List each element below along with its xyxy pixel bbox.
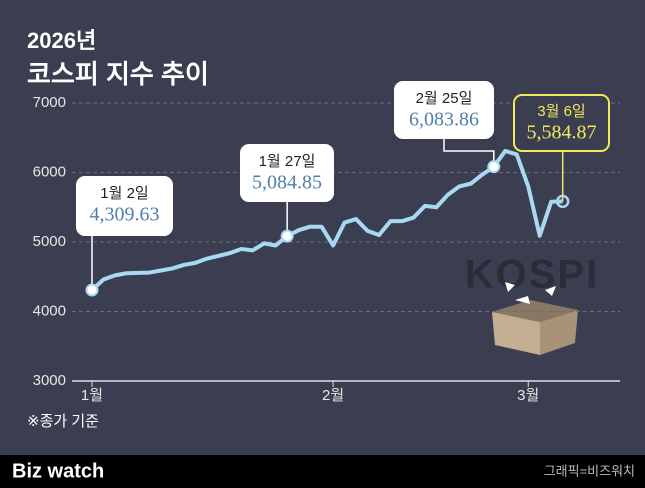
chart-subtitle: 코스피 지수 추이 [27,59,209,89]
callout-date: 2월 25일 [416,90,473,107]
paper [505,282,515,292]
footer-bar [0,455,645,488]
x-tick-label: 1월 [81,387,103,404]
callout-value: 6,083.86 [409,109,479,131]
data-line [90,148,563,292]
callout-box [240,144,334,202]
illustration: KOSPI [465,253,599,355]
credit: 그래픽=비즈워치 [544,463,635,478]
callout-box [394,81,494,139]
x-tick-label: 2월 [322,387,344,404]
callout-value: 5,584.87 [527,122,597,144]
data-point [555,194,570,209]
callout-value: 4,309.63 [90,204,160,226]
y-tick-label: 7000 [33,94,66,111]
box-side [540,310,578,355]
y-tick-label: 5000 [33,233,66,250]
data-point [487,160,501,174]
y-tick-label: 6000 [33,163,66,180]
callout-date: 3월 6일 [537,103,585,120]
chart-title: 2026년 [27,28,96,53]
brand: Biz watch [12,460,104,482]
paper [545,286,556,296]
x-tick-label: 3월 [517,387,539,404]
paper [515,296,530,304]
callout-box [76,176,173,236]
y-tick-label: 4000 [33,302,66,319]
callout-line [443,138,495,167]
data-point [85,283,99,297]
callout-date: 1월 27일 [259,153,316,170]
callout-box [513,94,610,152]
illustration-text: KOSPI [465,253,599,297]
callout-value: 5,084.85 [252,172,322,194]
data-point [280,229,294,243]
footnote: ※종가 기준 [27,413,99,430]
callout-date: 1월 2일 [100,185,148,202]
y-tick-label: 3000 [33,372,66,389]
box-front [492,312,540,355]
